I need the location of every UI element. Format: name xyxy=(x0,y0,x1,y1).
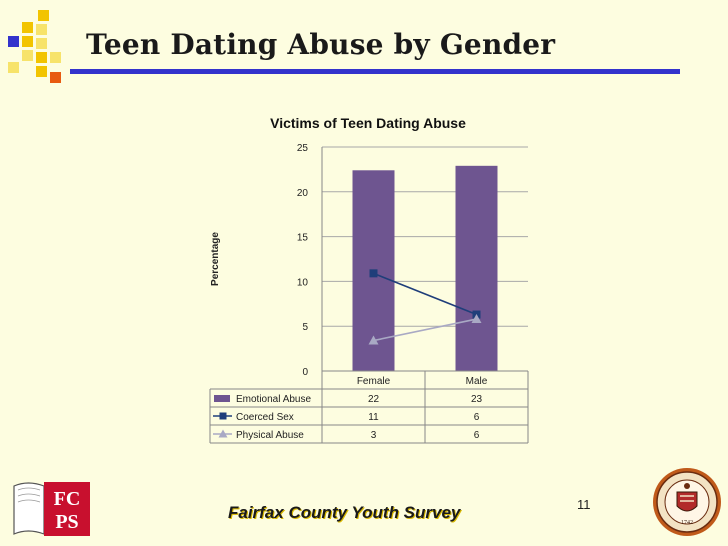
deco-square xyxy=(22,36,33,47)
legend-marker-physical-abuse xyxy=(218,429,228,438)
svg-text:PS: PS xyxy=(55,511,78,533)
y-tick-label: 10 xyxy=(297,277,309,288)
x-category-label: Male xyxy=(466,376,488,387)
deco-square xyxy=(36,66,47,77)
seal-year: 1742 xyxy=(681,520,693,526)
bar-emotional-abuse-male xyxy=(455,165,498,371)
point-coerced-sex-female xyxy=(369,269,378,278)
page-number: 11 xyxy=(577,497,591,512)
data-label-physical-abuse-female: 3 xyxy=(371,430,377,441)
deco-square xyxy=(36,52,47,63)
deco-square xyxy=(8,36,19,47)
data-label-physical-abuse-male: 6 xyxy=(474,430,480,441)
deco-square xyxy=(50,52,61,63)
fcps-logo: FC PS xyxy=(13,482,90,536)
point-physical-abuse-male xyxy=(471,314,482,324)
data-label-coerced-sex-male: 6 xyxy=(474,412,480,423)
deco-square xyxy=(22,50,33,61)
x-category-label: Female xyxy=(357,376,391,387)
line-coerced-sex xyxy=(373,272,477,316)
y-tick-label: 25 xyxy=(297,143,309,154)
title-underline xyxy=(70,69,680,74)
county-seal-logo: 1742 xyxy=(653,468,721,536)
deco-square xyxy=(8,62,19,73)
decorative-squares xyxy=(0,0,70,90)
legend-key-emotional-abuse xyxy=(214,395,230,402)
line-physical-abuse xyxy=(373,318,477,342)
deco-square xyxy=(50,72,61,83)
y-tick-label: 20 xyxy=(297,188,309,199)
data-label-coerced-sex-female: 11 xyxy=(368,412,379,423)
slide-title: Teen Dating Abuse by Gender xyxy=(86,28,556,61)
data-label-emotional-abuse-female: 22 xyxy=(368,394,380,405)
y-tick-label: 5 xyxy=(302,322,308,333)
chart-title: Victims of Teen Dating Abuse xyxy=(270,115,466,131)
y-tick-label: 0 xyxy=(302,367,308,378)
deco-square xyxy=(38,10,49,21)
legend-marker-coerced-sex xyxy=(219,412,227,420)
y-axis-label: Percentage xyxy=(210,232,221,286)
deco-square xyxy=(36,38,47,49)
legend-label-emotional-abuse: Emotional Abuse xyxy=(236,394,311,405)
y-tick-label: 15 xyxy=(297,233,309,244)
svg-text:FC: FC xyxy=(54,488,81,510)
legend-label-coerced-sex: Coerced Sex xyxy=(236,412,294,423)
legend-label-physical-abuse: Physical Abuse xyxy=(236,430,304,441)
data-label-emotional-abuse-male: 23 xyxy=(471,394,483,405)
deco-square xyxy=(36,24,47,35)
point-physical-abuse-female xyxy=(368,335,379,345)
deco-square xyxy=(22,22,33,33)
footer-text: Fairfax County Youth Survey xyxy=(228,503,461,522)
